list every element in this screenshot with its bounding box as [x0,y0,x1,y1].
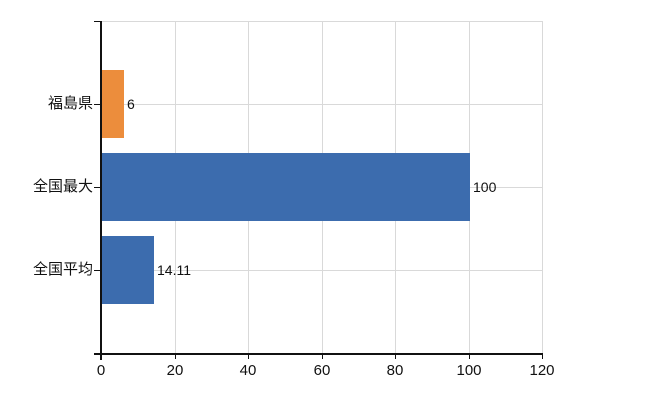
bar-value-label: 6 [127,96,135,112]
x-axis-tick [395,353,396,359]
bar [102,70,124,138]
x-axis-tick [248,353,249,359]
bar [102,153,470,221]
x-axis-tick [175,353,176,359]
x-axis-tick-label: 40 [239,362,257,379]
x-axis-tick [322,353,323,359]
x-axis-tick-label: 20 [166,362,184,379]
x-axis-tick-label: 100 [456,362,482,379]
y-gridline [101,270,542,271]
x-axis-tick [542,353,543,359]
x-axis-tick-label: 60 [313,362,331,379]
plot-top-border [101,21,542,22]
y-axis-tick [94,104,101,105]
x-axis-tick [469,353,470,359]
y-gridline [101,104,542,105]
bar-value-label: 100 [473,179,497,195]
x-axis-tick-label: 0 [96,362,106,379]
x-axis-line [94,353,542,355]
y-axis-tick [94,187,101,188]
x-gridline [542,21,543,353]
y-axis-category-label: 福島県 [47,95,93,112]
y-axis-category-label: 全国最大 [32,178,93,195]
y-axis-tick [94,270,101,271]
x-axis-tick-label: 120 [529,362,555,379]
bar [102,236,154,304]
y-axis-category-label: 全国平均 [32,261,93,278]
x-axis-tick [101,353,102,359]
y-axis-end-tick [94,21,101,22]
y-axis-line [100,21,102,360]
x-axis-tick-label: 80 [386,362,404,379]
bar-value-label: 14.11 [157,262,191,278]
